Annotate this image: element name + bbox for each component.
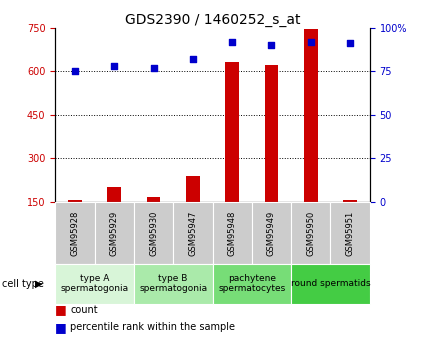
Point bbox=[268, 42, 275, 48]
Bar bbox=[291, 264, 370, 304]
Bar bbox=[304, 29, 317, 202]
Text: GSM95947: GSM95947 bbox=[188, 210, 197, 256]
Bar bbox=[68, 200, 82, 202]
Point bbox=[150, 65, 157, 70]
Bar bbox=[134, 202, 173, 264]
Text: ■: ■ bbox=[55, 321, 67, 334]
Bar bbox=[134, 264, 212, 304]
Point bbox=[111, 63, 118, 69]
Text: type B
spermatogonia: type B spermatogonia bbox=[139, 274, 207, 294]
Text: GSM95929: GSM95929 bbox=[110, 210, 119, 256]
Text: GSM95951: GSM95951 bbox=[346, 210, 354, 256]
Text: cell type: cell type bbox=[2, 279, 44, 289]
Bar bbox=[265, 65, 278, 202]
Text: ▶: ▶ bbox=[35, 279, 43, 289]
Bar bbox=[108, 187, 121, 202]
Bar bbox=[147, 197, 160, 202]
Point bbox=[190, 56, 196, 62]
Bar bbox=[252, 202, 291, 264]
Bar bbox=[55, 264, 134, 304]
Point bbox=[347, 40, 354, 46]
Bar bbox=[291, 202, 331, 264]
Text: ■: ■ bbox=[55, 304, 67, 316]
Bar bbox=[173, 202, 212, 264]
Bar bbox=[331, 202, 370, 264]
Text: pachytene
spermatocytes: pachytene spermatocytes bbox=[218, 274, 286, 294]
Bar bbox=[212, 264, 291, 304]
Bar bbox=[225, 62, 239, 202]
Text: type A
spermatogonia: type A spermatogonia bbox=[60, 274, 129, 294]
Text: GSM95949: GSM95949 bbox=[267, 210, 276, 256]
Text: GSM95928: GSM95928 bbox=[71, 210, 79, 256]
Point bbox=[229, 39, 235, 44]
Text: round spermatids: round spermatids bbox=[291, 279, 370, 288]
Bar bbox=[343, 200, 357, 202]
Text: GSM95948: GSM95948 bbox=[228, 210, 237, 256]
Bar bbox=[186, 176, 200, 202]
Text: count: count bbox=[70, 305, 98, 315]
Point bbox=[71, 68, 78, 74]
Bar bbox=[55, 202, 94, 264]
Bar bbox=[212, 202, 252, 264]
Title: GDS2390 / 1460252_s_at: GDS2390 / 1460252_s_at bbox=[125, 12, 300, 27]
Bar bbox=[94, 202, 134, 264]
Point bbox=[307, 39, 314, 44]
Text: GSM95950: GSM95950 bbox=[306, 210, 315, 256]
Text: GSM95930: GSM95930 bbox=[149, 210, 158, 256]
Text: percentile rank within the sample: percentile rank within the sample bbox=[70, 322, 235, 332]
